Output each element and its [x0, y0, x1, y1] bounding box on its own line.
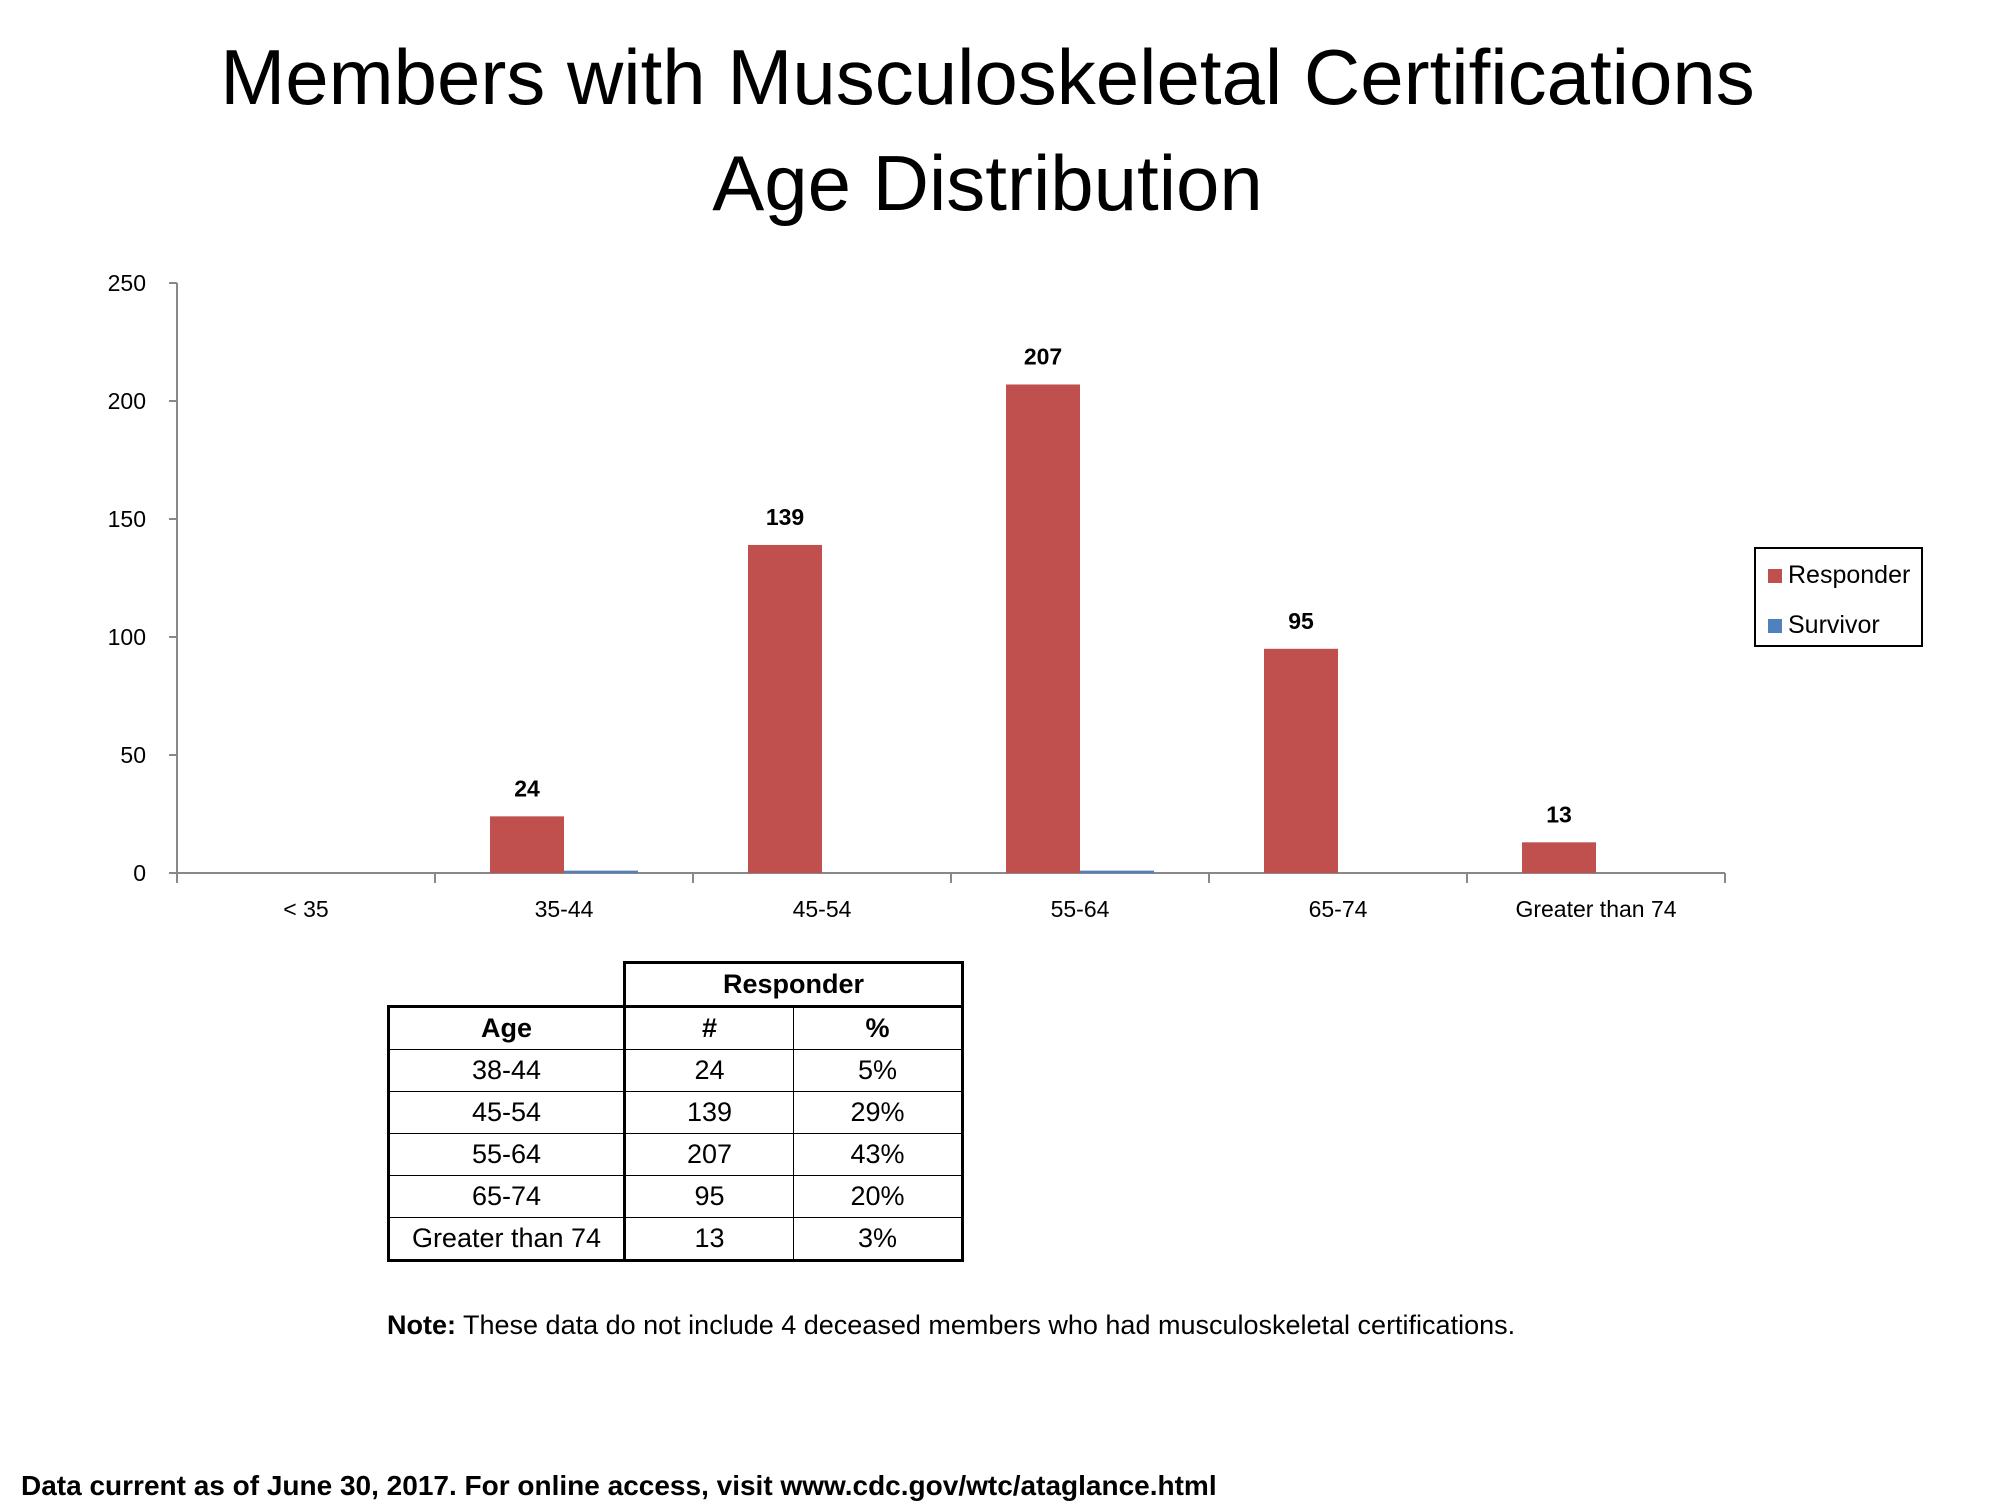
table-header-percent: % [793, 1006, 964, 1050]
table-row: 45-54 139 29% [387, 1091, 964, 1134]
legend-item-survivor: Survivor [1768, 611, 1880, 640]
y-tick-label: 50 [120, 742, 146, 768]
table-cell-percent: 5% [793, 1049, 964, 1092]
table-cell-age: 38-44 [387, 1049, 626, 1092]
legend-label: Responder [1788, 561, 1911, 589]
note-label: Note: [387, 1310, 456, 1340]
x-tick-label: 55-64 [1051, 896, 1110, 922]
table-cell-count: 13 [624, 1217, 794, 1262]
legend: Responder Survivor [1754, 547, 1923, 647]
legend-swatch [1768, 618, 1782, 633]
bar-responder [1006, 384, 1080, 873]
table-cell-age: Greater than 74 [387, 1217, 626, 1262]
y-tick-label: 150 [108, 506, 146, 532]
bar-responder [1264, 648, 1338, 873]
bar-survivor [564, 870, 638, 873]
table-cell-age: 45-54 [387, 1091, 626, 1134]
legend-item-responder: Responder [1768, 561, 1910, 590]
x-tick-label: Greater than 74 [1515, 896, 1676, 922]
legend-swatch [1768, 568, 1782, 583]
responder-table: Responder Age # % 38-44 24 5% 45-54 139 29% 55… [387, 961, 964, 1262]
table-cell-percent: 29% [793, 1091, 964, 1134]
bar-survivor [1080, 870, 1154, 873]
data-label: 24 [514, 775, 540, 801]
table-cell-count: 24 [624, 1049, 794, 1092]
table-cell-count: 95 [624, 1175, 794, 1218]
bar-responder [1522, 842, 1596, 873]
table-cell-count: 207 [624, 1133, 794, 1176]
bar-responder [490, 816, 564, 873]
bar-responder [748, 544, 822, 873]
x-tick-label: 65-74 [1309, 896, 1368, 922]
note-text: These data do not include 4 deceased mem… [456, 1310, 1516, 1340]
chart-subtitle: Age Distribution [712, 139, 1263, 227]
table-cell-percent: 3% [793, 1217, 964, 1262]
y-tick-label: 0 [133, 860, 146, 886]
data-label: 95 [1288, 608, 1314, 634]
y-tick-label: 100 [108, 624, 146, 650]
table-cell-age: 65-74 [387, 1175, 626, 1218]
x-tick-label: < 35 [283, 896, 328, 922]
table-group-header: Responder [623, 961, 964, 1008]
table-cell-percent: 43% [793, 1133, 964, 1176]
data-label: 207 [1024, 343, 1062, 369]
data-label: 13 [1546, 801, 1572, 827]
table-row: 65-74 95 20% [387, 1175, 964, 1218]
table-header-count: # [624, 1006, 794, 1050]
table-cell-percent: 20% [793, 1175, 964, 1218]
legend-label: Survivor [1788, 611, 1880, 639]
table-header-age: Age [387, 1005, 626, 1050]
x-tick-label: 45-54 [793, 896, 852, 922]
table-row: 38-44 24 5% [387, 1049, 964, 1092]
table-cell-age: 55-64 [387, 1133, 626, 1176]
data-label: 139 [766, 504, 804, 530]
chart-title: Members with Musculoskeletal Certificati… [220, 33, 1755, 121]
note: Note: These data do not include 4 deceas… [387, 1310, 1515, 1341]
table-row: Greater than 74 13 3% [387, 1217, 964, 1262]
bar-chart: 0 50 100 150 200 250 < 35 35-44 24 45-54 139 55-64 2… [108, 270, 1726, 922]
y-tick-label: 200 [108, 388, 146, 414]
x-tick-label: 35-44 [535, 896, 594, 922]
footer-source: Data current as of June 30, 2017. For on… [21, 1470, 1217, 1501]
table-cell-count: 139 [624, 1091, 794, 1134]
y-tick-label: 250 [108, 270, 146, 296]
table-row: 55-64 207 43% [387, 1133, 964, 1176]
